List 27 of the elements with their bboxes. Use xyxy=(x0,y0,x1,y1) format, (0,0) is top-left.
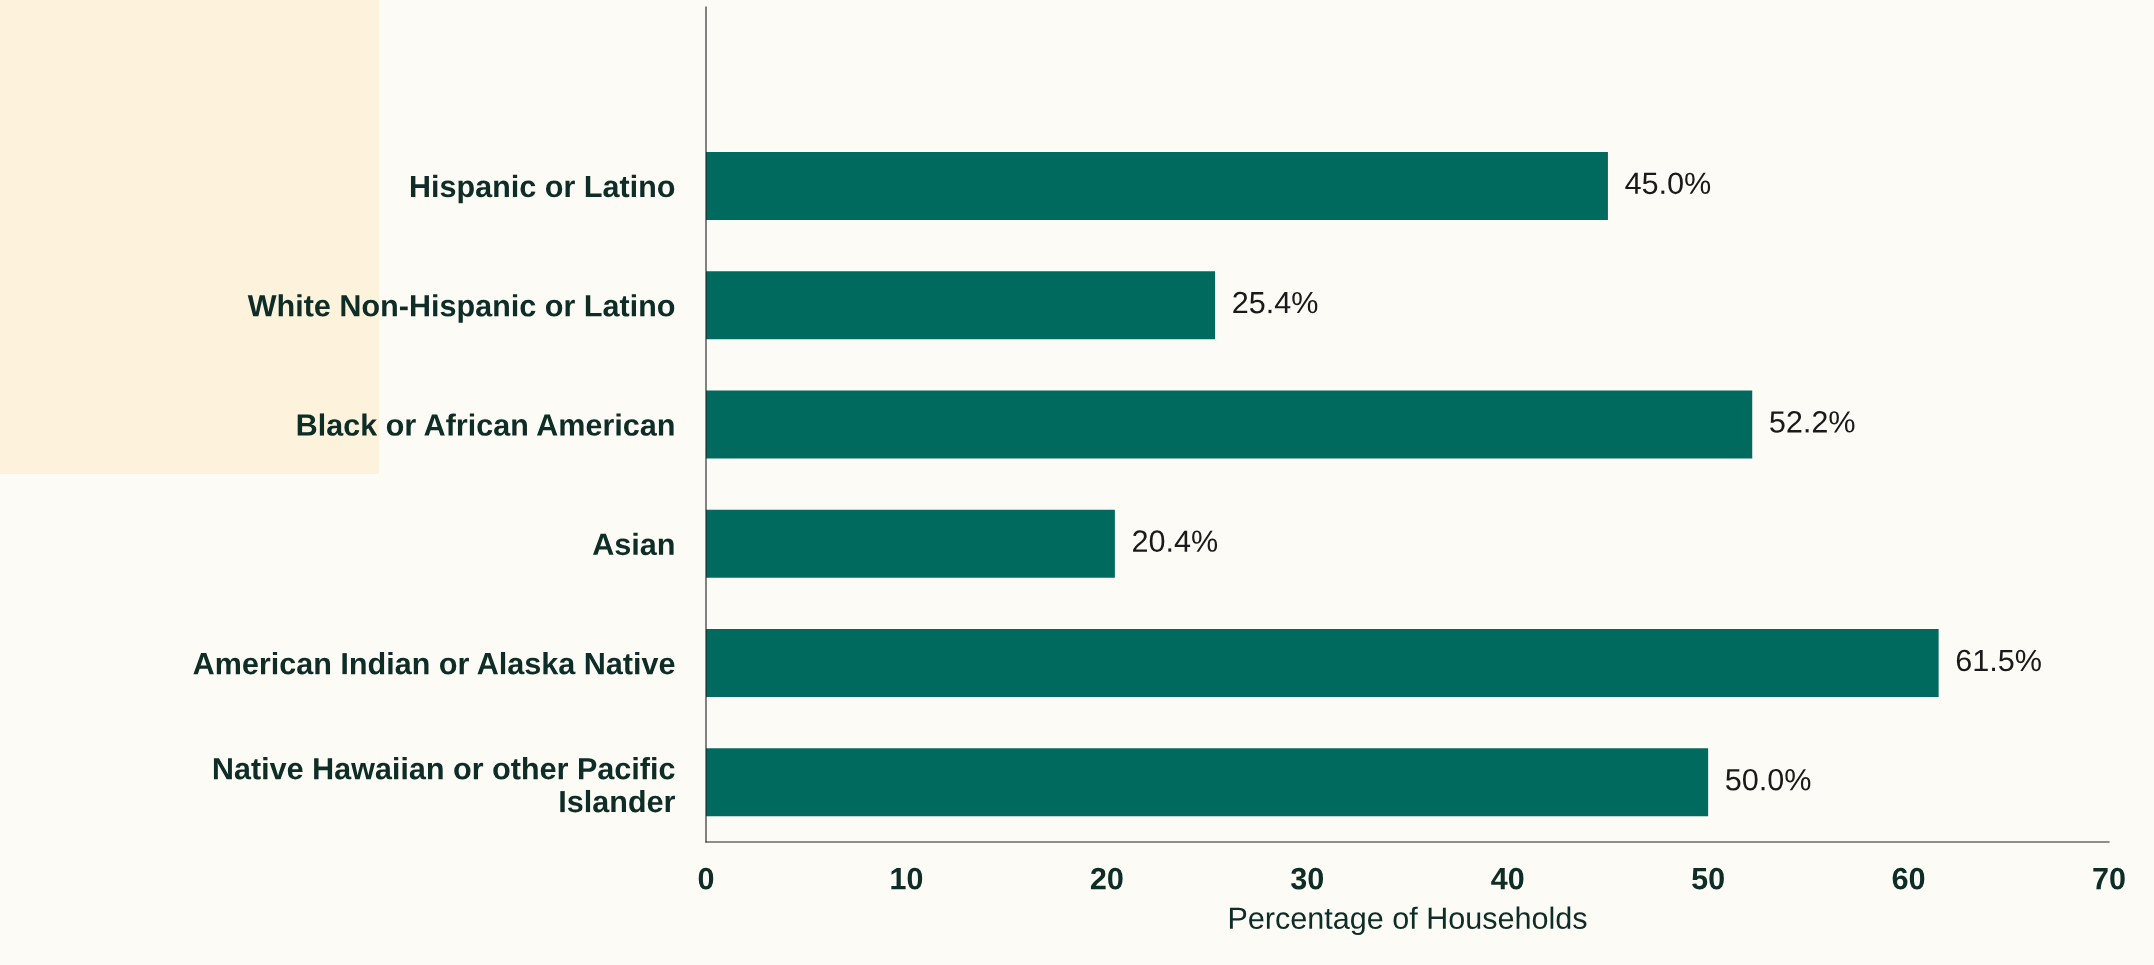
bar xyxy=(706,390,1753,459)
x-tick-label: 30 xyxy=(1291,867,1324,890)
bar xyxy=(706,629,1939,698)
y-tick-label: Native Hawaiian or other Pacific Islander xyxy=(213,757,675,813)
x-tick-label: 70 xyxy=(2093,867,2125,890)
x-tick-label: 50 xyxy=(1692,867,1724,890)
bar xyxy=(706,271,1216,340)
bar xyxy=(706,748,1709,817)
y-tick-label: Hispanic or Latino xyxy=(410,174,675,204)
y-tick-label: Black or African American xyxy=(297,413,674,436)
x-tick-label: 10 xyxy=(891,867,923,890)
y-tick-label: Asian xyxy=(593,532,674,556)
y-tick-label: American Indian or Alaska Native xyxy=(193,652,675,675)
bar xyxy=(706,509,1115,578)
x-tick-label: 40 xyxy=(1491,867,1524,890)
data-label: 61.5% xyxy=(1956,649,2041,672)
data-label: 25.4% xyxy=(1233,291,1318,314)
x-axis-title: Percentage of Households xyxy=(1229,906,1587,936)
data-label: 20.4% xyxy=(1133,530,1218,552)
y-tick-label: White Non-Hispanic or Latino xyxy=(247,294,675,323)
x-tick-label: 0 xyxy=(698,867,714,890)
data-label: 50.0% xyxy=(1726,768,1811,791)
data-label: 45.0% xyxy=(1625,172,1711,195)
bar xyxy=(706,151,1608,220)
x-tick-label: 20 xyxy=(1090,867,1123,890)
data-label: 52.2% xyxy=(1770,411,1855,433)
x-tick-label: 60 xyxy=(1892,867,1925,890)
